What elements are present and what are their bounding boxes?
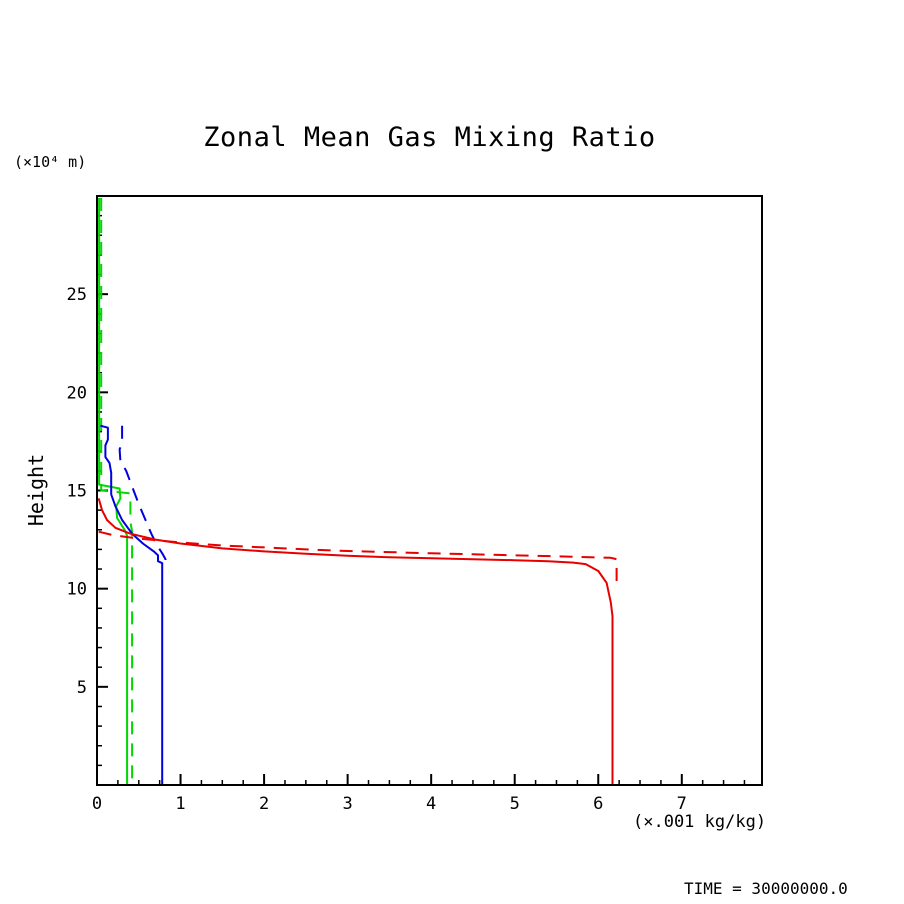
x-tick-label: 3 (343, 794, 353, 814)
series-green-dashed (100, 198, 134, 784)
series-red-dashed (98, 530, 618, 583)
x-tick-label: 2 (259, 794, 269, 814)
x-tick-label: 6 (593, 794, 603, 814)
x-tick-label: 0 (92, 794, 102, 814)
x-tick-label: 1 (175, 794, 185, 814)
x-tick-label: 7 (677, 794, 687, 814)
x-axis-units-label: (×.001 kg/kg) (633, 812, 767, 832)
chart-title: Zonal Mean Gas Mixing Ratio (203, 122, 656, 153)
y-tick-label: 5 (77, 678, 87, 698)
y-tick-label: 20 (67, 383, 87, 403)
series-blue-dashed (118, 425, 167, 566)
y-axis-units-label: (×10⁴ m) (14, 153, 87, 171)
y-tick-label: 15 (67, 482, 87, 502)
plot-frame (96, 195, 763, 786)
y-tick-label: 10 (67, 580, 87, 600)
y-tick-label: 25 (67, 285, 87, 305)
series-blue-solid (100, 424, 164, 784)
time-annotation: TIME = 30000000.0 (684, 879, 848, 898)
x-tick-label: 5 (510, 794, 520, 814)
x-tick-label: 4 (426, 794, 436, 814)
series-red-solid (97, 498, 614, 784)
